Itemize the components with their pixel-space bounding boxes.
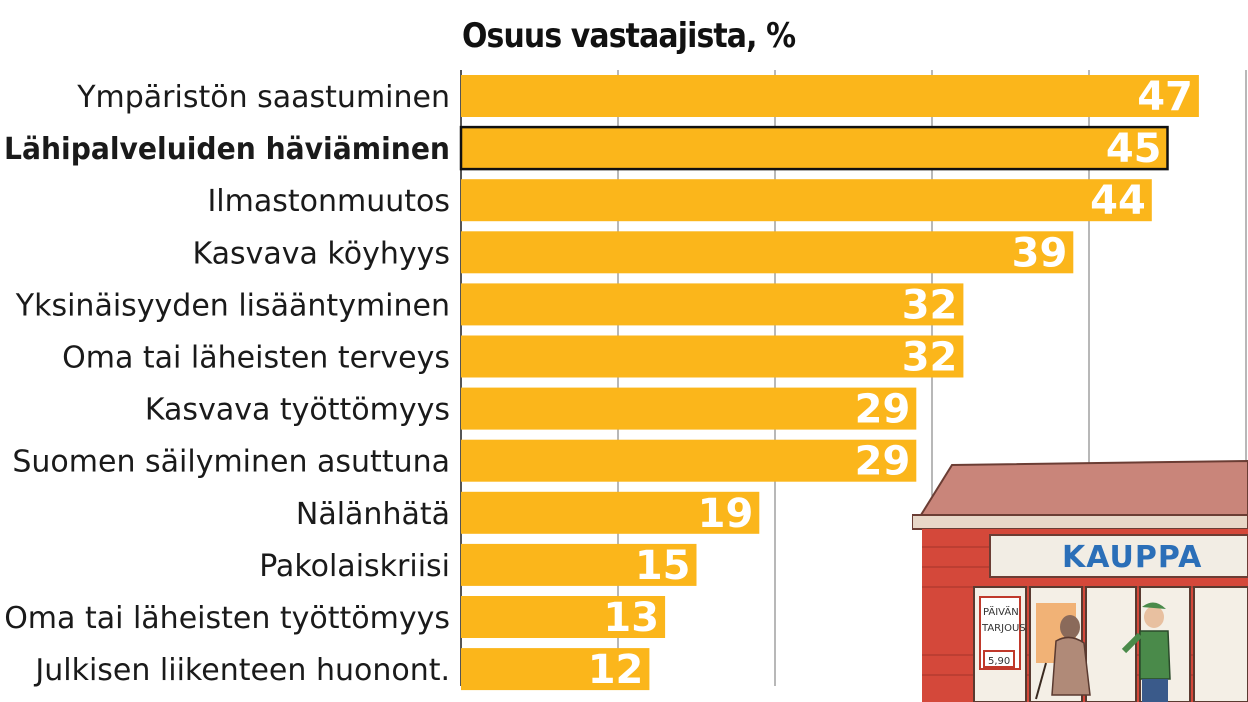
category-label: Kasvava työttömyys [145, 393, 450, 428]
value-label: 19 [698, 491, 754, 537]
category-label: Kasvava köyhyys [192, 236, 450, 271]
category-label: Nälänhätä [296, 497, 450, 532]
poster-price: 5,90 [988, 656, 1010, 667]
bar [461, 543, 697, 586]
value-label: 44 [1090, 178, 1146, 224]
value-label: 13 [603, 595, 659, 641]
bar [461, 335, 964, 378]
shop-eave [912, 514, 1248, 530]
category-label: Ympäristön saastuminen [76, 80, 450, 115]
category-label: Oma tai läheisten terveys [62, 341, 450, 376]
value-label: 32 [902, 282, 958, 328]
bar [461, 648, 650, 691]
category-label: Ilmastonmuutos [207, 184, 450, 219]
bar [461, 596, 666, 638]
bar [461, 231, 1074, 274]
value-label: 45 [1106, 126, 1162, 172]
category-label: Yksinäisyyden lisääntyminen [15, 288, 450, 323]
category-label: Oma tai läheisten työttömyys [4, 601, 450, 636]
shop-roof [914, 459, 1248, 525]
poster-line-1: PÄIVÄN [983, 605, 1019, 618]
value-label: 47 [1137, 74, 1193, 120]
chart-title: Osuus vastaajista, % [462, 16, 796, 56]
person-elder [1051, 636, 1091, 696]
shop-sign-board [989, 534, 1248, 578]
category-label: Suomen säilyminen asuttuna [12, 445, 450, 480]
bar [461, 439, 917, 482]
category-label: Lähipalveluiden häviäminen [4, 132, 450, 167]
person-head-man [1144, 606, 1164, 628]
poster-line-2: TARJOUS [981, 623, 1026, 634]
person-head-elder [1060, 615, 1080, 639]
value-label: 32 [902, 335, 958, 381]
shop-illustration: KAUPPA PÄIVÄN TARJOUS 5,90 [912, 459, 1248, 702]
value-label: 29 [855, 439, 911, 485]
bar [461, 179, 1152, 222]
bar [461, 283, 964, 326]
value-label: 39 [1012, 230, 1068, 276]
person-man [1139, 630, 1171, 680]
value-label: 15 [635, 543, 691, 589]
shop-sign-text: KAUPPA [1062, 540, 1202, 575]
value-label: 29 [855, 387, 911, 433]
value-label: 12 [588, 647, 644, 693]
bar [461, 75, 1199, 117]
bar-highlighted [459, 125, 1169, 171]
bar [461, 491, 760, 534]
category-label: Pakolaiskriisi [259, 549, 450, 584]
category-label: Julkisen liikenteen huonont. [33, 653, 450, 688]
bar [461, 387, 917, 430]
